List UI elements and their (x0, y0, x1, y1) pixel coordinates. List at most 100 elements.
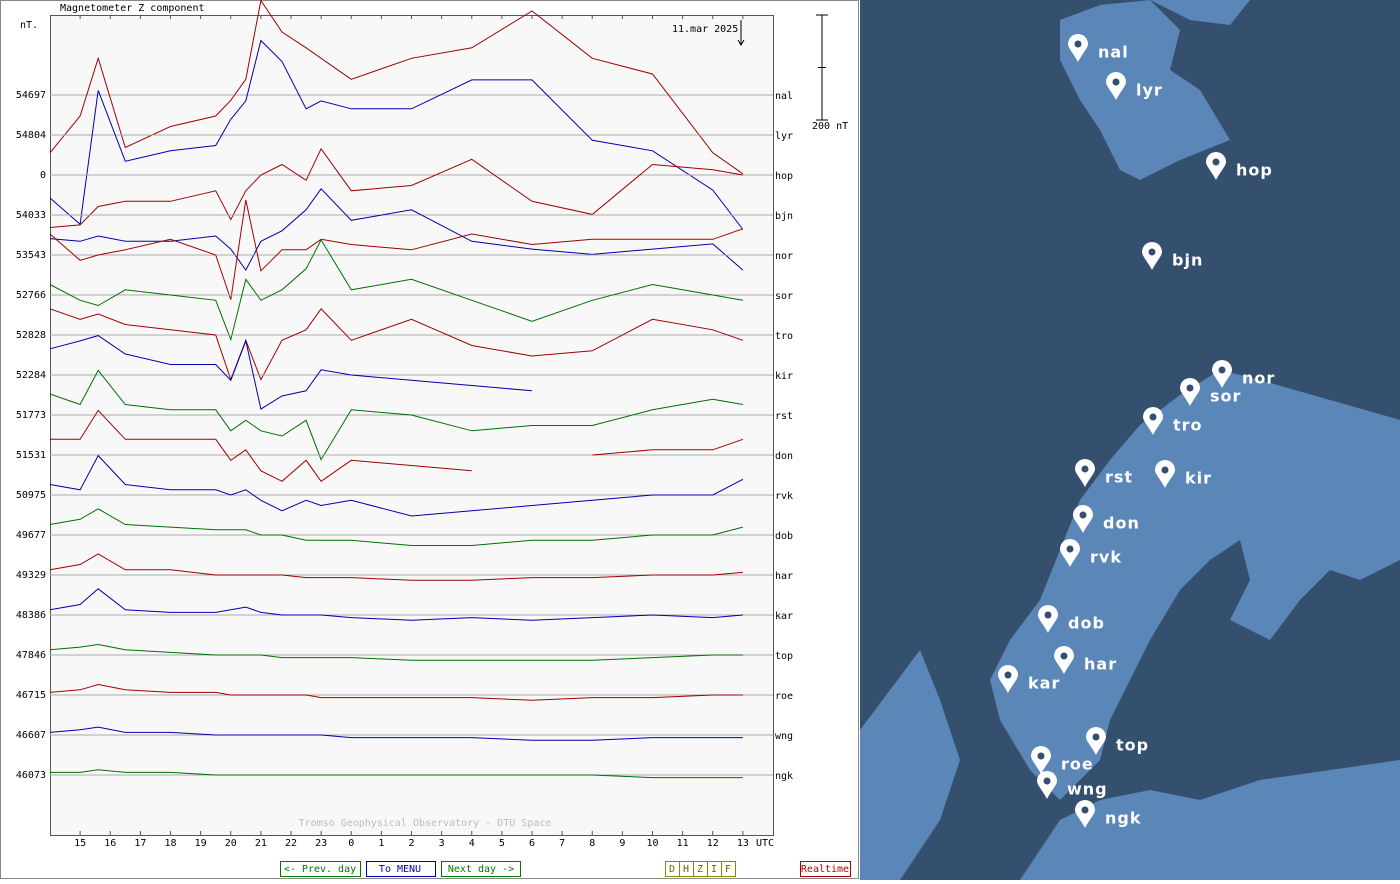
component-label[interactable]: H (683, 864, 689, 875)
component-label[interactable]: D (669, 864, 675, 875)
baseline-label: 49329 (16, 570, 46, 581)
date-arrow (737, 20, 745, 46)
x-tick-label: 0 (348, 838, 354, 849)
map-pin (1038, 605, 1058, 633)
trace (49, 238, 743, 342)
baseline-label: 54033 (16, 210, 46, 221)
station-label: lyr (775, 131, 793, 142)
x-tick-label: 16 (104, 838, 116, 849)
component-label[interactable]: I (711, 864, 717, 875)
prev-button[interactable] (280, 861, 361, 877)
x-tick-label: 5 (499, 838, 505, 849)
map-station-label: rst (1105, 468, 1133, 487)
map-station-label: ngk (1105, 809, 1141, 828)
map-pin-dot (1044, 611, 1052, 619)
map-pin (1037, 771, 1057, 799)
trace (49, 683, 743, 701)
trace (49, 643, 743, 661)
trace (49, 454, 744, 517)
station-label: kir (775, 371, 793, 382)
map-station-label: sor (1210, 387, 1241, 406)
map-pin-dot (1037, 752, 1045, 760)
map-pin (1143, 407, 1163, 435)
menu-label[interactable]: To MENU (379, 864, 421, 875)
baseline-label: 52284 (16, 370, 46, 381)
realtime-label[interactable]: Realtime (801, 864, 849, 875)
station-label: bjn (775, 211, 793, 222)
map-station-label: hop (1236, 161, 1273, 180)
map-pin-dot (1060, 652, 1068, 660)
map-station-label: bjn (1172, 251, 1203, 270)
date-label: 11.mar 2025 (672, 24, 738, 35)
map-pin (1054, 646, 1074, 674)
station-label: rvk (775, 491, 793, 502)
x-tick-label: 21 (255, 838, 267, 849)
realtime-button[interactable] (800, 861, 851, 877)
map-pin-dot (1212, 158, 1220, 166)
map-pin (1180, 378, 1200, 406)
map-pin (1142, 242, 1162, 270)
map-station-label: nal (1098, 43, 1129, 62)
x-tick-label: 8 (589, 838, 595, 849)
map-pin-dot (1081, 806, 1089, 814)
x-tick-label: 23 (315, 838, 327, 849)
next-label[interactable]: Next day -> (448, 864, 514, 875)
station-label: nor (775, 251, 793, 262)
x-tick-label: 11 (677, 838, 689, 849)
map-station-label: lyr (1136, 81, 1163, 100)
trace (49, 588, 743, 621)
baseline-label: 47846 (16, 650, 46, 661)
station-label: don (775, 451, 793, 462)
map-station-label: wng (1067, 780, 1108, 799)
controls: <- Prev. day To MENU Next day -> Realtim… (280, 861, 851, 877)
baseline-label: 54804 (16, 130, 46, 141)
station-label: hop (775, 171, 793, 182)
prev-label[interactable]: <- Prev. day (284, 864, 356, 875)
map-pin-dot (1043, 777, 1051, 785)
plot-area (50, 15, 774, 836)
menu-button[interactable] (366, 861, 436, 877)
next-button[interactable] (441, 861, 521, 877)
station-label: dob (775, 531, 793, 542)
component-button[interactable] (721, 861, 736, 877)
component-label[interactable]: F (725, 864, 731, 875)
watermark: Tromso Geophysical Observatory - DTU Spa… (299, 818, 552, 829)
map-pin-dot (1079, 511, 1087, 519)
component-label[interactable]: Z (697, 864, 703, 875)
baseline-label: 49677 (16, 530, 46, 541)
trace (49, 199, 744, 300)
map-station-label: roe (1061, 755, 1094, 774)
map-station-label: top (1116, 736, 1149, 755)
trace (49, 369, 743, 461)
station-label: top (775, 651, 793, 662)
map-pin-dot (1081, 465, 1089, 473)
x-tick-label: 4 (469, 838, 475, 849)
map-pin-dot (1074, 40, 1082, 48)
trace (49, 0, 744, 175)
y-unit: nT. (20, 20, 38, 31)
x-tick-label: 13 (737, 838, 749, 849)
trace (49, 308, 744, 382)
baseline-label: 53543 (16, 250, 46, 261)
baseline-label: 51773 (16, 410, 46, 421)
station-label: roe (775, 691, 793, 702)
trace (49, 188, 744, 272)
x-tick-label: 2 (408, 838, 414, 849)
trace (49, 508, 744, 546)
map-pin (1073, 505, 1093, 533)
map-pin-dot (1148, 248, 1156, 256)
map-pin-dot (1186, 384, 1194, 392)
baseline-label: 51531 (16, 450, 46, 461)
map-pin-dot (1004, 671, 1012, 679)
map-pin (1086, 727, 1106, 755)
x-tick-label: 1 (378, 838, 384, 849)
x-tick-label: 22 (285, 838, 297, 849)
map-pin (1068, 34, 1088, 62)
map-pin (1106, 72, 1126, 100)
station-label: ngk (775, 771, 793, 782)
station-label: rst (775, 411, 793, 422)
scale-bar-label: 200 nT (812, 121, 848, 132)
map-pin (1206, 152, 1226, 180)
